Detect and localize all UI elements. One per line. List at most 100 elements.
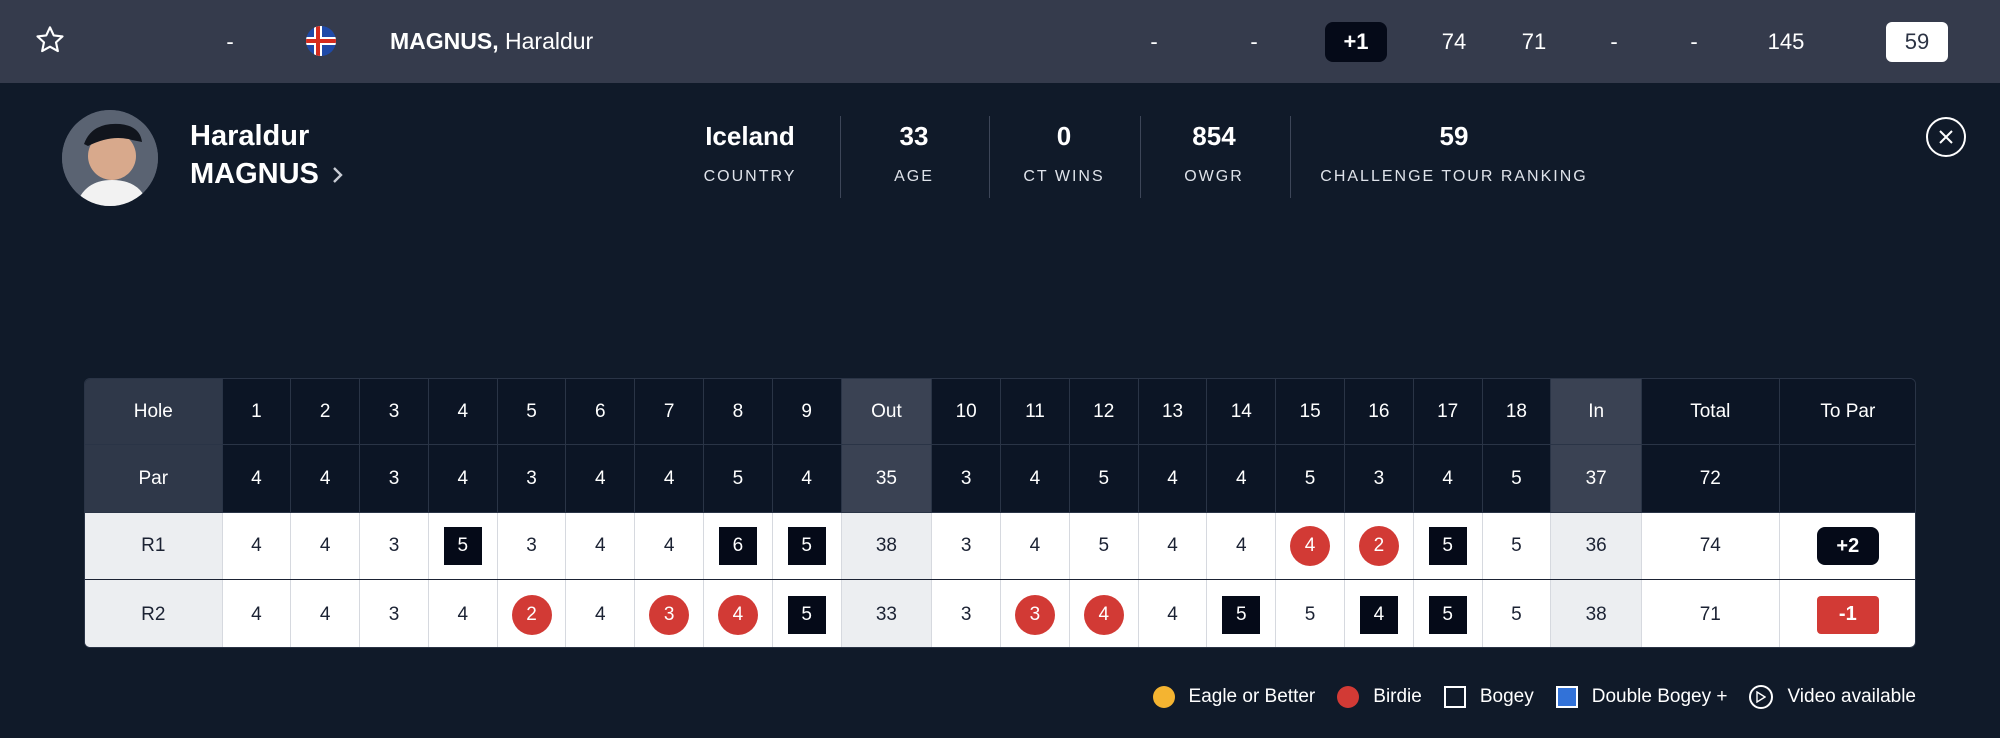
favourite-star-icon[interactable] [34,24,66,56]
to-par-badge: +2 [1816,527,1879,565]
par-cell: 5 [704,445,773,512]
par-cell: 72 [1642,445,1780,512]
score-value: 4 [595,603,606,625]
par-cell: 4 [1001,445,1070,512]
stat-value: 59 [1439,121,1469,151]
stat-value: 854 [1192,121,1236,151]
score-cell: 71 [1642,580,1780,647]
score-value: 5 [1511,535,1522,556]
par-cell: 4 [1413,445,1483,512]
stat-divider [1290,116,1291,198]
score-cell: 3 [635,580,705,647]
par-cell [1779,445,1915,512]
stat-ct-wins: 0 CT WINS [1004,118,1124,186]
stat-challenge-tour-ranking: 59 CHALLENGE TOUR RANKING [1304,118,1604,186]
profile-first-name: Haraldur [190,120,310,152]
score-value: 74 [1699,535,1721,556]
score-value: 4 [319,535,331,556]
par-cell: 4 [1138,445,1208,512]
stat-country: Iceland COUNTRY [690,118,810,186]
stat-label: OWGR [1184,168,1244,185]
score-value: 3 [388,535,400,556]
player-first-name: Haraldur [505,28,594,54]
hole-header-cell: 13 [1138,379,1208,444]
score-value: 4 [457,603,469,625]
score-value: 38 [875,535,897,556]
hole-header-cell: 14 [1207,379,1277,444]
score-cell: 4 [566,580,636,647]
legend-birdie-label: Birdie [1373,686,1422,707]
score-value: 4 [1167,603,1178,625]
legend-bogey: Bogey [1443,686,1534,708]
hole-header-cell: 16 [1344,379,1414,444]
score-cell: 2 [498,580,567,647]
close-icon [1939,130,1953,144]
bogey-swatch-icon [1443,686,1466,708]
hole-header-cell: 17 [1413,379,1483,444]
par-cell: 35 [841,445,933,512]
hole-header-cell: 8 [704,379,773,444]
holes-header-row: Hole 1 2 3 4 5 6 7 8 9 Out 10 11 12 13 14 15 16 17 18 In Tota… [85,379,1915,445]
legend-double-bogey: Double Bogey + [1555,686,1727,708]
score-cell: 38 [841,513,933,579]
par-cell: 4 [222,445,292,512]
stat-value: 0 [1056,121,1072,151]
legend-video: Video available [1749,685,1916,709]
hole-header-cell: 12 [1069,379,1139,444]
score-value: 4 [595,535,606,556]
chevron-right-icon [333,166,343,183]
birdie-score: 4 [717,594,758,635]
score-value: 4 [1029,535,1041,556]
close-button[interactable] [1926,117,1966,157]
score-cell: 3 [932,580,1002,647]
score-value: 3 [960,603,972,625]
to-par-badge: +1 [1325,21,1387,62]
birdie-score: 3 [1014,594,1055,635]
profile-last-name-link[interactable]: MAGNUS [190,158,345,191]
bogey-score: 4 [1359,595,1398,634]
to-par-cell: +1 [1325,0,1387,83]
par-cell: 3 [497,445,567,512]
score-cell: 33 [841,580,933,647]
score-cell: 3 [360,513,429,579]
hole-header-cell: To Par [1779,379,1915,444]
round-1-row: R1 4 4 3 5 3 4 4 6 5 38 3 4 5 4 4 4 2 5 5 36 74 +2 [85,513,1915,579]
ranking-badge: 59 [1886,21,1948,62]
round2-score: 71 [1521,28,1547,54]
bogey-score: 5 [787,595,826,634]
score-cell: 4 [1139,580,1208,647]
score-cell: 4 [429,580,498,647]
par-cell: 37 [1551,445,1643,512]
par-cell: 5 [1482,445,1552,512]
player-avatar [62,110,158,206]
stat-label: AGE [894,168,934,185]
legend-video-label: Video available [1787,686,1916,707]
profile-last-name: MAGNUS [190,158,319,190]
player-name[interactable]: MAGNUS, Haraldur [390,0,593,83]
score-value: 3 [388,603,400,625]
par-cell: 3 [1344,445,1414,512]
score-cell: 74 [1642,513,1780,579]
par-row: Par 4 4 3 4 3 4 4 5 4 35 3 4 5 4 4 5 3 4 5 37 72 [85,445,1915,512]
score-cell: 5 [1207,580,1277,647]
score-cell: 4 [566,513,636,579]
par-cell: 5 [1276,445,1345,512]
score-value: 33 [875,603,897,625]
score-cell: 3 [1001,580,1070,647]
round1-score: 74 [1441,28,1467,54]
round-label: R1 [85,513,223,579]
birdie-score: 3 [649,594,690,635]
score-cell: 2 [1345,513,1414,579]
score-value: 38 [1585,603,1607,625]
score-value: 4 [251,603,262,625]
score-cell: 5 [1414,513,1483,579]
score-value: 4 [663,535,675,556]
score-value: 4 [319,603,331,625]
player-last-name: MAGNUS, [390,28,499,54]
stat-divider [840,116,841,198]
double-bogey-swatch-icon [1555,686,1578,708]
leaderboard-row[interactable]: - MAGNUS, Haraldur - - +1 74 71 - - 145 … [0,0,2000,83]
stat-age: 33 AGE [864,118,964,186]
ranking-cell: 59 [1886,0,1948,83]
to-par-badge: -1 [1816,595,1879,634]
